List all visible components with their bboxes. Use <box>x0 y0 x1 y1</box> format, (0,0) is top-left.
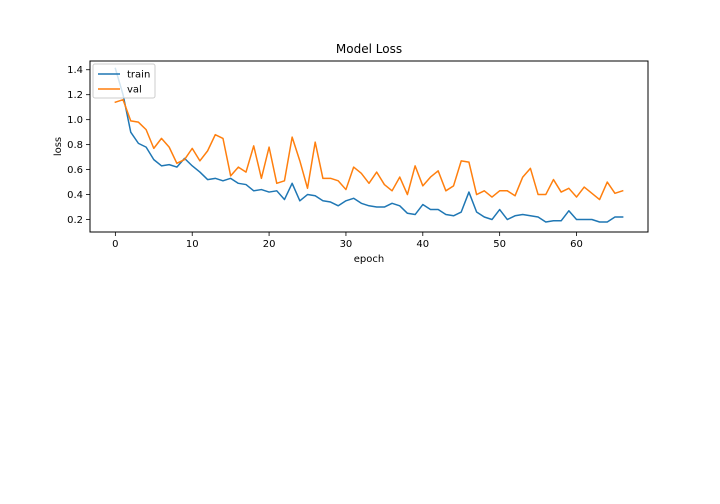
legend-label-val: val <box>127 85 142 96</box>
y-tick-label: 1.0 <box>67 115 83 126</box>
x-tick-label: 40 <box>416 239 429 250</box>
x-tick-label: 60 <box>570 239 583 250</box>
y-tick-label: 0.8 <box>67 140 83 151</box>
axes-frame <box>89 60 649 233</box>
y-tick-label: 0.4 <box>67 190 83 201</box>
y-tick-label: 1.4 <box>67 65 83 76</box>
x-tick-label: 0 <box>112 239 118 250</box>
axes-background <box>90 61 648 232</box>
legend-label-train: train <box>127 70 150 81</box>
x-axis-label: epoch <box>354 254 384 265</box>
y-axis-label: loss <box>53 137 64 156</box>
y-tick-label: 1.2 <box>67 90 83 101</box>
series-line-train <box>114 67 624 223</box>
y-tick-label: 0.2 <box>67 215 83 226</box>
x-tick-label: 10 <box>186 239 199 250</box>
y-tick-label: 0.6 <box>67 165 83 176</box>
x-tick-label: 20 <box>263 239 276 250</box>
chart-title: Model Loss <box>336 42 402 56</box>
x-tick-label: 50 <box>493 239 506 250</box>
series-line-val <box>114 98 624 201</box>
y-axis: 0.2 0.4 0.6 0.8 1.0 1.2 1.4 <box>67 65 90 226</box>
x-tick-label: 30 <box>340 239 353 250</box>
x-axis: 0 10 20 30 40 50 60 <box>112 232 583 250</box>
legend: train val <box>92 63 156 99</box>
series-lines <box>114 67 624 223</box>
plot-area: 0 10 20 30 40 50 60 0.2 0.4 0.6 0.8 1.0 1.2 1.4 <box>67 60 649 250</box>
